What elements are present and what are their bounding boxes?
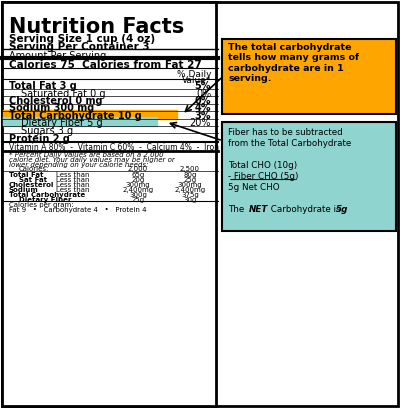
Bar	[3, 110, 177, 119]
Text: 80g: 80g	[183, 172, 197, 178]
Text: 4%: 4%	[195, 103, 211, 113]
Text: 300mg: 300mg	[178, 182, 202, 188]
Text: NET: NET	[249, 205, 268, 214]
Text: % Daily: % Daily	[177, 70, 211, 79]
Text: 0%: 0%	[195, 96, 211, 106]
Text: 3%: 3%	[195, 111, 211, 121]
Text: Amount Per Serving: Amount Per Serving	[9, 51, 106, 61]
Text: Sodium 300 mg: Sodium 300 mg	[9, 103, 94, 113]
Text: Less than: Less than	[56, 187, 90, 193]
Text: lower depending on your calorie needs:: lower depending on your calorie needs:	[9, 162, 148, 168]
Text: Fat 9   •   Carbohydrate 4   •   Protein 4: Fat 9 • Carbohydrate 4 • Protein 4	[9, 207, 146, 213]
Text: 2,400mg: 2,400mg	[174, 187, 206, 193]
Text: Less than: Less than	[56, 177, 90, 183]
Text: Protein 2 g: Protein 2 g	[9, 134, 70, 144]
Text: - Fiber CHO (5g): - Fiber CHO (5g)	[228, 172, 298, 181]
Text: 5g Net CHO: 5g Net CHO	[228, 183, 280, 192]
Text: 25g: 25g	[132, 197, 144, 203]
Text: Total CHO (10g): Total CHO (10g)	[228, 161, 297, 170]
Text: The: The	[228, 205, 247, 214]
Text: Less than: Less than	[56, 182, 90, 188]
Text: 5g: 5g	[336, 205, 348, 214]
Text: Calories per gram:: Calories per gram:	[9, 202, 74, 208]
Text: Serving Size 1 cup (4 oz): Serving Size 1 cup (4 oz)	[9, 34, 155, 44]
Text: Dietary Fiber: Dietary Fiber	[19, 197, 71, 203]
FancyBboxPatch shape	[222, 39, 396, 114]
Text: 30g: 30g	[183, 197, 197, 203]
Text: The total carbohydrate
tells how many grams of
carbohydrate are in 1
serving.: The total carbohydrate tells how many gr…	[228, 43, 359, 83]
Text: Less than: Less than	[56, 172, 90, 178]
Text: Serving Per Container 3: Serving Per Container 3	[9, 42, 150, 52]
Text: 0%: 0%	[196, 89, 211, 99]
Text: * Percent Daily Values are based on a 2,000: * Percent Daily Values are based on a 2,…	[9, 152, 164, 158]
Text: 2,500: 2,500	[180, 166, 200, 173]
Text: Cholesterol: Cholesterol	[9, 182, 54, 188]
Text: Sodium: Sodium	[9, 187, 38, 193]
Text: 25g: 25g	[184, 177, 196, 183]
Text: Nutrition Facts: Nutrition Facts	[9, 17, 184, 37]
Text: Total Fat 3 g: Total Fat 3 g	[9, 81, 76, 91]
Text: 20g: 20g	[131, 177, 145, 183]
FancyBboxPatch shape	[2, 2, 216, 406]
Text: Carbohydrate is: Carbohydrate is	[268, 205, 343, 214]
Text: Fiber has to be subtracted: Fiber has to be subtracted	[228, 128, 343, 137]
Text: 5%: 5%	[195, 81, 211, 91]
Bar	[3, 117, 157, 126]
Text: 65g: 65g	[131, 172, 145, 178]
Text: Vitamin A 80%  -  Vitamin C 60%  -  Calcium 4%  -  Iron 4%: Vitamin A 80% - Vitamin C 60% - Calcium …	[9, 143, 233, 152]
Text: Total Carbohydrate 10 g: Total Carbohydrate 10 g	[9, 111, 142, 121]
Text: Sat Fat: Sat Fat	[19, 177, 47, 183]
Text: Value*: Value*	[182, 76, 211, 85]
Text: 300mg: 300mg	[126, 182, 150, 188]
Text: Calories:: Calories:	[19, 166, 49, 173]
Text: Total Carbohydrate: Total Carbohydrate	[9, 192, 85, 198]
Text: from the Total Carbohydrate: from the Total Carbohydrate	[228, 139, 351, 148]
Text: Cholesterol 0 mg: Cholesterol 0 mg	[9, 96, 102, 106]
Text: Calories 75  Calories from Fat 27: Calories 75 Calories from Fat 27	[9, 60, 202, 70]
Text: 20%: 20%	[190, 118, 211, 129]
Text: 375g: 375g	[181, 192, 199, 198]
Text: 300g: 300g	[129, 192, 147, 198]
Text: Sugars 3 g: Sugars 3 g	[21, 126, 73, 136]
FancyBboxPatch shape	[222, 122, 396, 231]
Text: 2,000: 2,000	[128, 166, 148, 173]
Text: Dietary Fiber 5 g: Dietary Fiber 5 g	[21, 118, 102, 129]
Text: 2,400mg: 2,400mg	[122, 187, 154, 193]
Text: Saturated Fat 0 g: Saturated Fat 0 g	[21, 89, 105, 99]
Text: Total Fat: Total Fat	[9, 172, 43, 178]
Text: calorie diet. Your daily values may be higher or: calorie diet. Your daily values may be h…	[9, 157, 174, 163]
